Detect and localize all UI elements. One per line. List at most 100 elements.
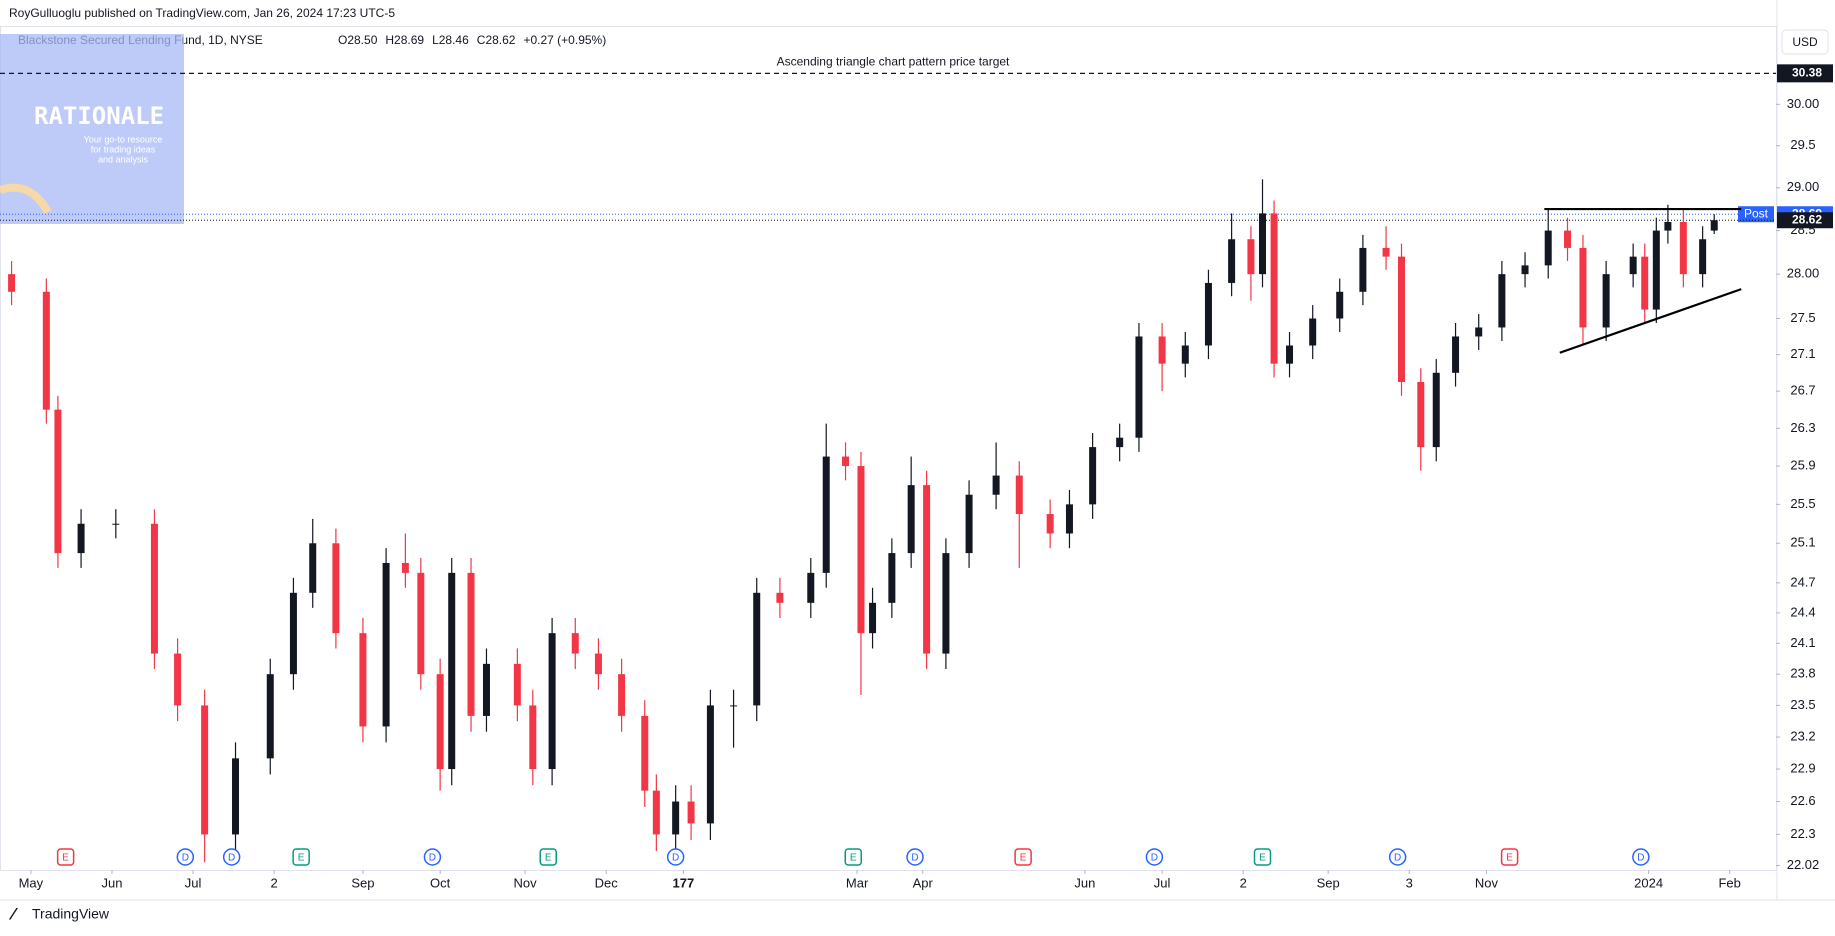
y-tick-label: 24.4 [1790, 604, 1815, 619]
event-badge [1014, 848, 1032, 866]
candle-body [1336, 291, 1344, 319]
y-tick-label: 22.6 [1790, 793, 1815, 808]
y-tick-label: 25.5 [1790, 496, 1815, 511]
event-badge [423, 848, 442, 866]
event-label: D [672, 853, 679, 864]
candle-body [1359, 247, 1367, 292]
currency[interactable]: USD [1792, 35, 1818, 49]
footer-logo: ⁄ TradingView [8, 904, 110, 923]
candle-body [232, 758, 240, 835]
candle-body [529, 705, 537, 770]
candle-body [309, 543, 317, 593]
candle-body [417, 572, 425, 675]
target-text: Ascending triangle chart pattern price t… [777, 55, 1010, 69]
event-label: E [1259, 853, 1266, 864]
event-label: E [1020, 853, 1027, 864]
event-label: D [429, 853, 436, 864]
y-tick-label: 28.00 [1787, 266, 1820, 281]
candle-body [382, 562, 390, 727]
candle-body [482, 663, 490, 716]
candle-body [869, 602, 877, 634]
y-tick-label: 22.9 [1790, 761, 1815, 776]
candle-body [150, 523, 158, 654]
event-label: E [62, 853, 69, 864]
y-tick-label: 22.3 [1790, 826, 1815, 841]
event-badge [56, 848, 75, 866]
event-badge [1632, 848, 1650, 866]
candle-body [401, 562, 409, 573]
candle-body [1699, 239, 1707, 275]
candle-body [1521, 265, 1529, 275]
candle-body [753, 592, 761, 706]
event-badge [1253, 848, 1272, 866]
price-tag-name-box [1738, 206, 1774, 223]
change: +0.27 (+0.95%) [523, 33, 606, 47]
candle-body [571, 633, 579, 654]
candle-body [992, 475, 1000, 495]
candle-body [1135, 336, 1143, 438]
ohlc-label: L28.46 [432, 33, 469, 47]
logo-tagline: for trading ideas [91, 144, 156, 154]
x-tick-label: Jun [101, 875, 122, 890]
candle-body [1228, 239, 1236, 283]
x-tick-label: Mar [846, 875, 869, 890]
y-tick-label: 24.7 [1790, 574, 1815, 589]
candle-body [513, 663, 521, 706]
candle-body [706, 705, 714, 824]
x-tick-label: Jul [185, 875, 202, 890]
y-tick-label: 25.1 [1790, 535, 1815, 550]
candle-body [1382, 247, 1390, 257]
event-badge [844, 848, 863, 866]
candle-body [641, 715, 649, 791]
candle-body [652, 790, 660, 835]
candle-body [1116, 437, 1124, 448]
candle-body [332, 543, 340, 634]
candle-body [77, 523, 85, 554]
candle-body [842, 456, 850, 467]
currency-button[interactable] [1781, 29, 1829, 55]
event-badge [1145, 848, 1164, 866]
logo-title: RATIONALE [34, 102, 164, 130]
candle-body [1397, 256, 1405, 382]
candle-body [1065, 504, 1073, 534]
event-label: D [1637, 853, 1644, 864]
x-tick-label: Dec [595, 875, 619, 890]
candle-body [1679, 221, 1687, 275]
publisher: RoyGulluoglu published on TradingView.co… [9, 6, 395, 20]
event-label: D [1394, 853, 1401, 864]
candle-body [1498, 274, 1506, 328]
candle-body [112, 523, 120, 525]
candle-body [672, 801, 680, 835]
candle-body [618, 674, 626, 716]
candle-body [1602, 274, 1610, 328]
brand: TradingView [32, 906, 110, 922]
y-tick-label: 30.00 [1787, 96, 1820, 111]
candle-body [907, 485, 915, 554]
event-badge [666, 848, 685, 866]
candle-body [1270, 213, 1278, 364]
candle-body [1089, 447, 1097, 505]
candle-body [1046, 514, 1054, 534]
candle-body [594, 653, 602, 675]
event-label: D [228, 853, 235, 864]
logo-arc [0, 183, 52, 215]
candle-body [1475, 327, 1483, 337]
candle-body [1564, 230, 1572, 248]
x-tick-label: Nov [1475, 875, 1499, 890]
x-tick-label: Feb [1718, 875, 1740, 890]
ohlc-label: H28.69 [385, 33, 424, 47]
event-badge [1500, 848, 1519, 866]
event-label: D [1151, 853, 1158, 864]
x-tick-label: Oct [430, 875, 451, 890]
candle-body [174, 653, 182, 706]
candle-body [857, 466, 865, 634]
x-tick-label: Sep [351, 875, 374, 890]
candle-body [42, 291, 50, 410]
candle-body [1286, 345, 1294, 364]
candle-body [1309, 318, 1317, 346]
candle-body [448, 572, 456, 770]
candle-body [1579, 247, 1587, 328]
logo-tagline: and analysis [98, 154, 149, 164]
